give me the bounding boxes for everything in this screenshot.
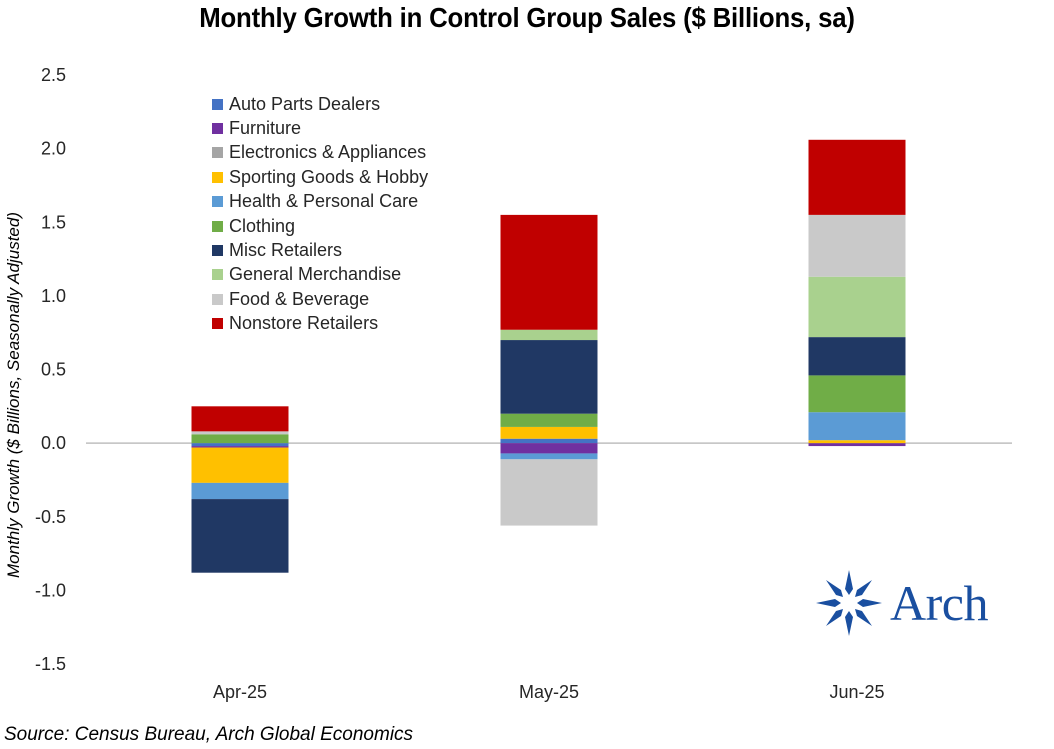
legend-item: Clothing: [212, 214, 428, 238]
bar-segment: [500, 453, 598, 460]
arch-logo-text: Arch: [890, 575, 988, 631]
legend-label: General Merchandise: [229, 264, 402, 285]
bar-segment: [500, 438, 598, 444]
source-note: Source: Census Bureau, Arch Global Econo…: [4, 724, 414, 745]
y-tick-label: -0.5: [35, 507, 66, 527]
legend: Auto Parts Dealers Furniture Electronics &…: [212, 92, 428, 336]
legend-label: Clothing: [229, 215, 296, 236]
legend-swatch: [212, 98, 223, 110]
bar-segment: [191, 443, 289, 447]
bar-segment: [191, 446, 289, 448]
bar-segment: [500, 329, 598, 341]
bar-segment: [808, 139, 906, 215]
bar-segment: [808, 375, 906, 413]
legend-swatch: [212, 293, 223, 305]
legend-label: Electronics & Appliances: [229, 142, 427, 163]
legend-item: Furniture: [212, 116, 428, 140]
legend-label: Food & Beverage: [229, 288, 370, 309]
legend-label: Sporting Goods & Hobby: [229, 166, 429, 187]
arch-logo: Arch: [814, 568, 988, 638]
bar-segment: [808, 214, 906, 277]
legend-swatch: [212, 171, 223, 183]
legend-label: Auto Parts Dealers: [229, 93, 381, 114]
y-tick-label: 1.0: [41, 286, 66, 306]
bar-segment: [808, 443, 906, 447]
bar-segment: [500, 413, 598, 427]
bar-segment: [500, 459, 598, 526]
y-tick-label: -1.5: [35, 654, 66, 674]
bar-segment: [500, 340, 598, 414]
legend-swatch: [212, 123, 223, 135]
legend-item: Food & Beverage: [212, 287, 428, 311]
legend-item: Electronics & Appliances: [212, 141, 428, 165]
y-tick-label: 2.0: [41, 139, 66, 159]
bar-segment: [191, 434, 289, 444]
bar-segment: [500, 214, 598, 330]
y-tick-label: 0.0: [41, 433, 66, 453]
legend-item: Misc Retailers: [212, 238, 428, 262]
x-tick-label: May-25: [519, 682, 579, 702]
legend-label: Misc Retailers: [229, 240, 343, 261]
legend-swatch: [212, 147, 223, 159]
y-tick-label: -1.0: [35, 580, 66, 600]
bar-segment: [808, 440, 906, 444]
bar-segment: [191, 406, 289, 432]
bar-segment: [500, 426, 598, 439]
legend-label: Health & Personal Care: [229, 191, 419, 212]
legend-swatch: [212, 269, 223, 281]
legend-label: Furniture: [229, 118, 302, 139]
legend-swatch: [212, 245, 223, 257]
bar-segment: [808, 412, 906, 441]
y-axis-label: Monthly Growth ($ Billions, Seasonally A…: [4, 212, 23, 578]
legend-swatch: [212, 196, 223, 208]
bar-segment: [191, 499, 289, 573]
legend-swatch: [212, 318, 223, 330]
legend-item: Auto Parts Dealers: [212, 92, 428, 116]
y-tick-label: 0.5: [41, 360, 66, 380]
bar-segment: [808, 276, 906, 338]
legend-item: Nonstore Retailers: [212, 312, 428, 336]
bar-segment: [191, 431, 289, 435]
y-tick-label: 2.5: [41, 65, 66, 85]
legend-swatch: [212, 220, 223, 232]
y-tick-label: 1.5: [41, 212, 66, 232]
legend-item: Sporting Goods & Hobby: [212, 165, 428, 189]
bar-segment: [808, 337, 906, 376]
bar-segment: [191, 447, 289, 483]
legend-item: Health & Personal Care: [212, 190, 428, 214]
bar-segment: [500, 443, 598, 454]
bar-segment: [191, 482, 289, 500]
x-tick-label: Apr-25: [213, 682, 267, 702]
x-tick-label: Jun-25: [829, 682, 884, 702]
arch-star-icon: [816, 570, 882, 636]
legend-label: Nonstore Retailers: [229, 313, 379, 334]
legend-item: General Merchandise: [212, 263, 428, 287]
chart-title: Monthly Growth in Control Group Sales ($…: [199, 2, 855, 33]
